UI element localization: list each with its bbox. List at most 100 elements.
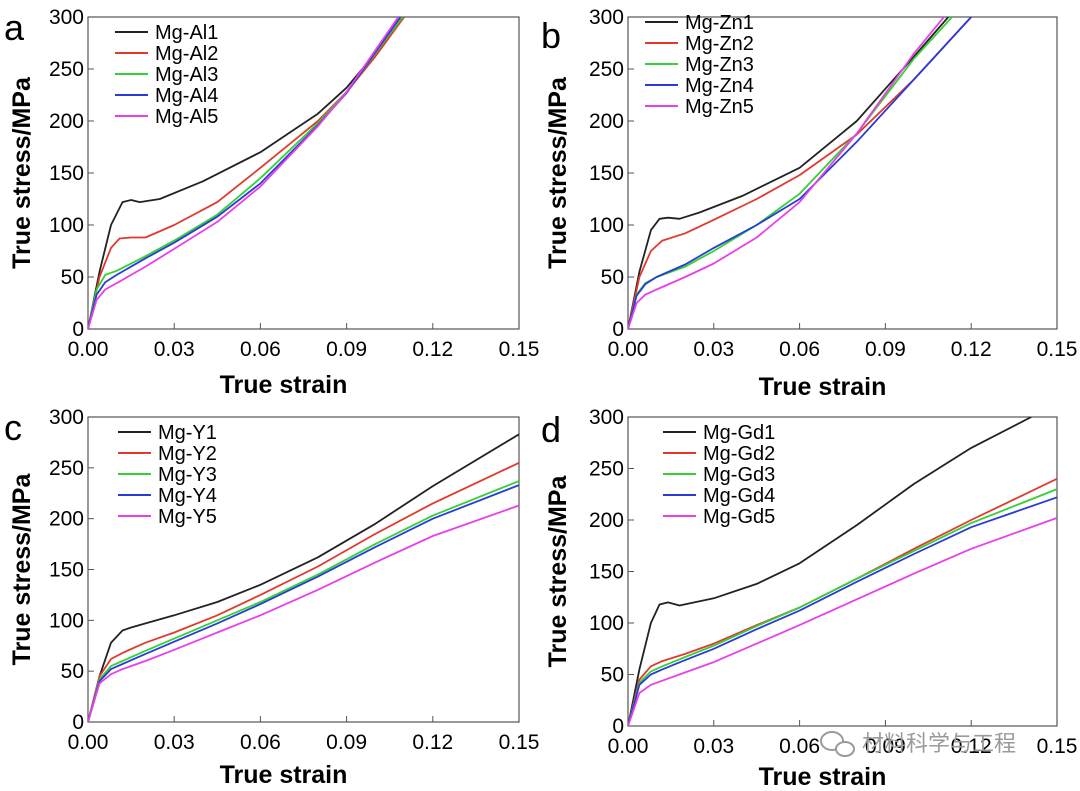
panel-b: 0 50 100 150 200 250 300 0.00 0.03 0.06 0.09 0.12 0.…	[541, 6, 1077, 401]
x-tick-label: 0.15	[499, 731, 540, 754]
y-tick-label: 200	[49, 508, 84, 531]
series-line-mg-al4	[88, 17, 402, 329]
x-axis-title: True strain	[220, 761, 348, 789]
x-tick-label: 0.03	[154, 731, 195, 754]
panel-letter: a	[4, 7, 25, 48]
y-tick-label: 250	[49, 58, 84, 81]
x-tick-label: 0.15	[1037, 735, 1078, 758]
series-line-mg-y2	[88, 461, 519, 722]
y-tick-label: 200	[589, 509, 624, 532]
series-line-mg-y3	[88, 480, 519, 722]
series-line-mg-al2	[88, 17, 405, 329]
series-group	[628, 417, 1057, 726]
series-line-mg-zn5	[628, 17, 946, 329]
legend-label: Mg-Gd5	[703, 506, 775, 528]
y-tick-label: 300	[49, 406, 84, 429]
legend-label: Mg-Al4	[155, 85, 218, 107]
legend-label: Mg-Gd1	[703, 422, 775, 444]
series-group	[628, 17, 972, 329]
legend-label: Mg-Al1	[155, 22, 218, 44]
x-tick-label: 0.15	[1037, 338, 1078, 361]
legend-label: Mg-Zn4	[685, 75, 754, 97]
y-tick-label: 0	[612, 318, 624, 341]
y-axis-title: True stress/MPa	[8, 473, 36, 666]
series-line-mg-al3	[88, 17, 404, 329]
y-tick-label: 50	[601, 664, 624, 687]
y-tick-label: 250	[589, 58, 624, 81]
x-tick-label: 0.12	[412, 338, 453, 361]
legend-label: Mg-Zn1	[685, 12, 754, 34]
y-tick-label: 100	[589, 214, 624, 237]
y-tick-label: 150	[589, 162, 624, 185]
y-tick-label: 150	[589, 561, 624, 584]
watermark: 材料科学与工程	[820, 731, 1016, 757]
x-tick-label: 0.03	[154, 338, 195, 361]
series-line-mg-gd1	[628, 417, 1032, 726]
x-tick-label: 0.09	[865, 735, 906, 758]
legend-label: Mg-Zn5	[685, 96, 754, 118]
x-tick-label: 0.12	[951, 735, 992, 758]
x-tick-label: 0.09	[865, 338, 906, 361]
y-tick-label: 200	[49, 110, 84, 133]
y-tick-label: 0	[72, 318, 84, 341]
series-group	[88, 17, 405, 329]
series-line-mg-y4	[88, 484, 519, 722]
x-axis-title: True strain	[220, 371, 348, 399]
series-line-mg-gd3	[628, 488, 1057, 726]
legend-label: Mg-Gd4	[703, 485, 775, 507]
y-axis-title: True stress/MPa	[544, 475, 572, 668]
x-tick-label: 0.12	[412, 731, 453, 754]
panel-letter: c	[4, 407, 22, 448]
series-line-mg-gd4	[628, 496, 1057, 726]
legend-label: Mg-Zn3	[685, 54, 754, 76]
legend-label: Mg-Gd2	[703, 443, 775, 465]
x-tick-label: 0.15	[499, 338, 540, 361]
watermark-text: 材料科学与工程	[862, 731, 1016, 756]
x-tick-label: 0.03	[693, 735, 734, 758]
x-tick-label: 0.09	[326, 731, 367, 754]
x-tick-label: 0.06	[240, 731, 281, 754]
x-tick-label: 0.09	[326, 338, 367, 361]
series-line-mg-zn1	[628, 17, 949, 329]
plot-frame	[87, 416, 520, 723]
y-tick-label: 100	[589, 612, 624, 635]
x-tick-label: 0.00	[68, 731, 109, 754]
x-axis-title: True strain	[759, 763, 887, 791]
series-line-mg-gd5	[628, 517, 1057, 726]
x-tick-label: 0.00	[68, 338, 109, 361]
legend-label: Mg-Al2	[155, 43, 218, 65]
y-tick-label: 0	[612, 715, 624, 738]
legend-label: Mg-Al3	[155, 64, 218, 86]
legend-label: Mg-Y3	[158, 464, 217, 486]
plot-frame	[87, 16, 520, 330]
x-tick-label: 0.06	[779, 338, 820, 361]
y-tick-label: 50	[61, 660, 84, 683]
x-tick-label: 0.00	[608, 735, 649, 758]
y-tick-label: 300	[589, 6, 624, 29]
wechat-icon	[820, 731, 855, 757]
y-tick-label: 100	[49, 609, 84, 632]
y-tick-label: 50	[61, 266, 84, 289]
y-tick-label: 150	[49, 559, 84, 582]
series-line-mg-gd2	[628, 477, 1057, 726]
legend-label: Mg-Al5	[155, 106, 218, 128]
panel-a: 0 50 100 150 200 250 300 0.00 0.03 0.06 0.09 0.12 0.…	[4, 6, 539, 399]
series-line-mg-al1	[88, 17, 405, 329]
y-tick-label: 100	[49, 214, 84, 237]
series-line-mg-zn2	[628, 17, 972, 329]
panel-d: 0 50 100 150 200 250 300 0.00 0.03 0.06 0.09 0.12 0.…	[541, 406, 1077, 791]
x-tick-label: 0.00	[608, 338, 649, 361]
legend-label: Mg-Gd3	[703, 464, 775, 486]
y-tick-label: 300	[49, 6, 84, 29]
y-tick-label: 250	[49, 457, 84, 480]
y-tick-label: 250	[589, 458, 624, 481]
y-tick-label: 200	[589, 110, 624, 133]
legend-label: Mg-Zn2	[685, 33, 754, 55]
y-tick-label: 50	[601, 266, 624, 289]
y-tick-label: 0	[72, 711, 84, 734]
x-tick-label: 0.12	[951, 338, 992, 361]
x-tick-label: 0.06	[779, 735, 820, 758]
